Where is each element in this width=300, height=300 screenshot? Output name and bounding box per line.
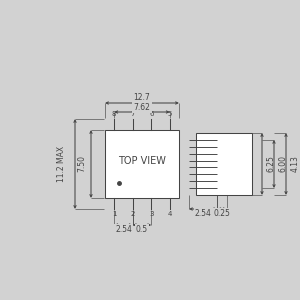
Text: 5: 5 — [168, 111, 172, 117]
Text: 1: 1 — [112, 211, 116, 217]
Text: 2: 2 — [130, 211, 135, 217]
Text: 0.5: 0.5 — [136, 226, 148, 235]
Text: 0.25: 0.25 — [214, 209, 230, 218]
Bar — [196, 133, 252, 195]
Text: 3: 3 — [149, 211, 154, 217]
Bar — [105, 130, 179, 198]
Text: 6.00: 6.00 — [278, 155, 287, 172]
Text: 7: 7 — [130, 111, 135, 117]
Text: 8: 8 — [112, 111, 116, 117]
Text: 2.54: 2.54 — [195, 209, 212, 218]
Text: 12.7: 12.7 — [134, 94, 150, 103]
Text: TOP VIEW: TOP VIEW — [118, 156, 166, 166]
Text: 7.62: 7.62 — [134, 103, 150, 112]
Text: 11.2 MAX: 11.2 MAX — [58, 146, 67, 182]
Text: 2.54: 2.54 — [115, 226, 132, 235]
Text: 7.50: 7.50 — [77, 155, 86, 172]
Text: 6.25: 6.25 — [266, 156, 275, 172]
Text: 4: 4 — [168, 211, 172, 217]
Text: 6: 6 — [149, 111, 154, 117]
Text: 4.13: 4.13 — [290, 156, 299, 172]
